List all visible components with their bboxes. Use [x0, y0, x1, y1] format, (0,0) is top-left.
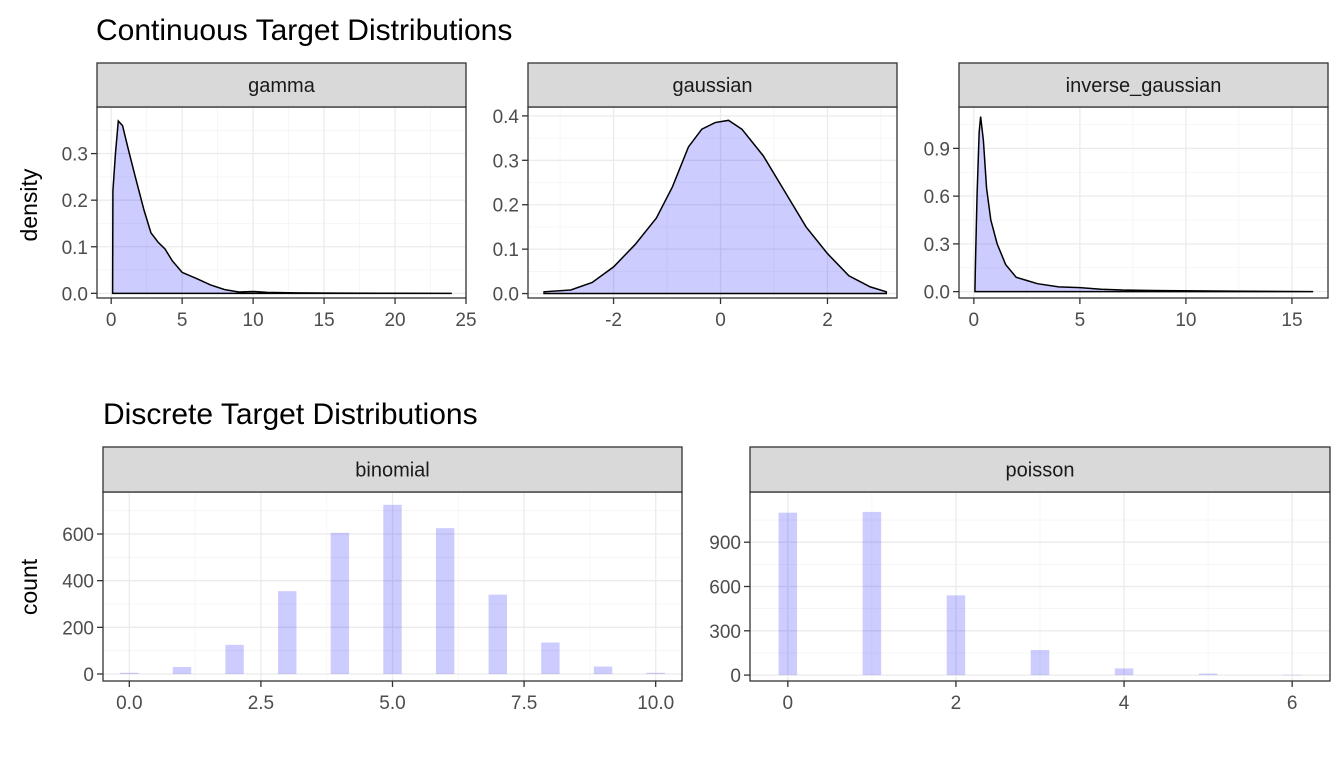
bar-poisson-1: [862, 511, 882, 676]
panel-gamma: gamma 0 5 10 15 20 25 0.0 0.1 0.2 0.3: [62, 62, 477, 331]
bar-poisson-5: [1198, 673, 1218, 676]
x-tick-label: 10: [243, 310, 264, 331]
bar-poisson-6: [1282, 674, 1302, 676]
facet-strip: [749, 446, 1331, 493]
y-tick-label: 0.3: [493, 151, 519, 172]
y-tick-label: 0: [83, 665, 94, 686]
x-tick-label: 15: [1281, 310, 1302, 331]
x-tick-label: 7.5: [511, 693, 537, 714]
panel-poisson: poisson 0 2 4 6 0 300 600 900: [709, 446, 1331, 714]
density-axis-title: density: [16, 168, 42, 241]
bar-poisson-3: [1030, 649, 1050, 676]
x-tick-label: 10: [1175, 310, 1196, 331]
x-tick-label: 15: [314, 310, 335, 331]
bar-poisson-4: [1114, 668, 1134, 676]
y-tick-label: 0.0: [924, 283, 950, 304]
panel-gaussian: gaussian -2 0 2 0.0 0.1 0.2 0.3 0.4: [493, 62, 898, 331]
y-tick-label: 600: [62, 525, 94, 546]
x-tick-label: 0: [783, 693, 794, 714]
x-tick-label: 10.0: [637, 693, 674, 714]
facet-strip-label: gaussian: [672, 75, 752, 97]
bar-binomial-1: [172, 667, 192, 674]
x-tick-label: 2.5: [248, 693, 274, 714]
x-tick-label: 5: [1075, 310, 1086, 331]
panel-background: [528, 107, 897, 298]
y-tick-label: 0.0: [493, 285, 519, 306]
y-tick-label: 0.1: [493, 240, 519, 261]
y-tick-label: 0.3: [62, 145, 88, 166]
panel-binomial: binomial 0.0 2.5 5.0 7.5 10.0 0 200 400 600: [62, 446, 683, 714]
y-tick-label: 0.9: [924, 139, 950, 160]
facet-strip: [527, 62, 898, 108]
y-tick-label: 0.2: [62, 191, 88, 212]
panel-background: [959, 107, 1328, 298]
facet-strip: [96, 62, 467, 108]
facet-strip: [958, 62, 1329, 108]
facet-strip-label: inverse_gaussian: [1066, 75, 1222, 97]
bar-binomial-7: [488, 594, 507, 674]
panel-inverse-gaussian: inverse_gaussian 0 5 10 15 0.0 0.3 0.6 0.9: [924, 62, 1329, 331]
facet-strip-label: poisson: [1006, 460, 1075, 482]
density-curve-gaussian: [543, 119, 888, 295]
x-tick-label: 0: [715, 310, 726, 331]
count-axis-title: count: [16, 558, 42, 615]
y-tick-label: 0: [730, 666, 741, 687]
y-tick-label: 300: [709, 622, 741, 643]
x-tick-label: 6: [1287, 693, 1298, 714]
x-tick-label: 25: [455, 310, 476, 331]
bar-binomial-8: [541, 642, 560, 674]
x-tick-label: 0.0: [116, 693, 142, 714]
y-tick-label: 0.2: [493, 196, 519, 217]
x-tick-label: 5.0: [379, 693, 405, 714]
x-tick-label: 5: [177, 310, 188, 331]
facet-strip-label: binomial: [355, 460, 429, 482]
y-tick-label: 0.6: [924, 187, 950, 208]
bar-poisson-0: [778, 512, 798, 676]
bar-binomial-6: [435, 528, 455, 674]
y-tick-label: 200: [62, 618, 94, 639]
y-tick-label: 600: [709, 578, 741, 599]
y-tick-label: 900: [709, 533, 741, 554]
bar-poisson-2: [946, 595, 966, 676]
y-tick-label: 0.3: [924, 235, 950, 256]
x-tick-label: 0: [969, 310, 980, 331]
panel-background: [97, 107, 466, 298]
bar-binomial-5: [383, 504, 402, 674]
bar-binomial-2: [225, 644, 244, 674]
x-tick-label: -2: [605, 310, 622, 331]
x-tick-label: 2: [951, 693, 962, 714]
y-tick-label: 0.0: [62, 284, 88, 305]
bar-binomial-0: [120, 672, 139, 674]
continuous-section-title: Continuous Target Distributions: [96, 14, 512, 47]
y-tick-label: 0.1: [62, 238, 88, 259]
y-tick-label: 400: [62, 572, 94, 593]
density-curve-gamma: [111, 119, 452, 295]
x-tick-label: 4: [1119, 693, 1130, 714]
x-tick-label: 2: [822, 310, 833, 331]
density-curve-inverse-gaussian: [974, 116, 1314, 293]
bar-binomial-9: [593, 666, 613, 674]
discrete-section-title: Discrete Target Distributions: [103, 398, 478, 431]
facet-strip: [102, 446, 683, 493]
bar-binomial-3: [278, 591, 297, 674]
y-tick-label: 0.4: [493, 107, 520, 128]
bar-binomial-10: [646, 672, 665, 674]
facet-strip-label: gamma: [248, 75, 316, 97]
bar-binomial-4: [330, 532, 350, 674]
x-tick-label: 20: [384, 310, 405, 331]
x-tick-label: 0: [106, 310, 117, 331]
